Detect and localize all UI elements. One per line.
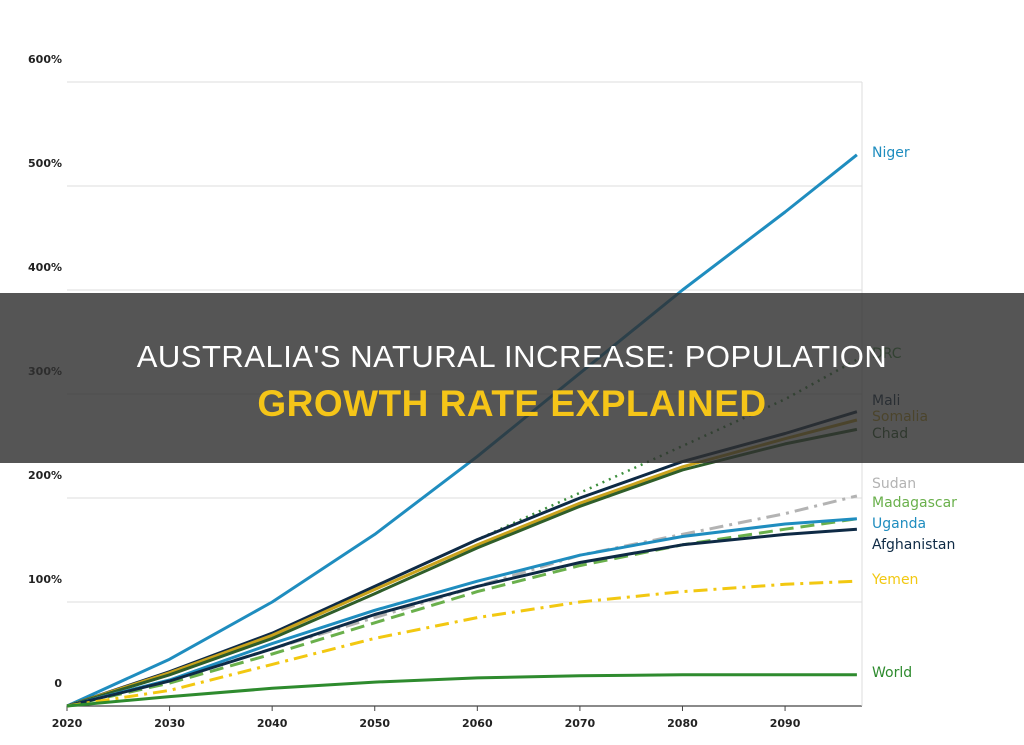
series-label: World <box>872 665 912 681</box>
x-tick-label: 2090 <box>770 717 801 730</box>
y-tick-label: 400% <box>28 261 62 274</box>
title-line: AUSTRALIA'S NATURAL INCREASE: POPULATION <box>136 339 888 374</box>
series-label: Uganda <box>872 516 926 532</box>
x-tick-label: 2060 <box>462 717 493 730</box>
y-tick-label: 100% <box>28 573 62 586</box>
title-line: GROWTH RATE EXPLAINED <box>257 383 767 424</box>
series-line <box>66 527 858 708</box>
series-line <box>66 517 858 708</box>
y-tick-label: 200% <box>28 469 62 482</box>
x-tick-label: 2040 <box>257 717 288 730</box>
title-banner: AUSTRALIA'S NATURAL INCREASE: POPULATION… <box>0 293 1024 463</box>
series-label: Sudan <box>872 476 916 492</box>
x-tick-label: 2020 <box>52 717 83 730</box>
y-tick-label: 500% <box>28 157 62 170</box>
x-tick-label: 2030 <box>154 717 185 730</box>
series-label: Afghanistan <box>872 537 955 553</box>
x-tick-label: 2080 <box>667 717 698 730</box>
series-line <box>66 517 858 708</box>
y-tick-label: 600% <box>28 53 62 66</box>
series-label: Niger <box>872 145 910 161</box>
series-line <box>66 579 857 708</box>
series-label: Yemen <box>871 572 918 588</box>
x-tick-label: 2070 <box>565 717 596 730</box>
series-line <box>66 673 857 708</box>
x-tick-label: 2050 <box>359 717 390 730</box>
y-tick-label: 0 <box>54 677 62 690</box>
series-label: Madagascar <box>872 495 957 511</box>
